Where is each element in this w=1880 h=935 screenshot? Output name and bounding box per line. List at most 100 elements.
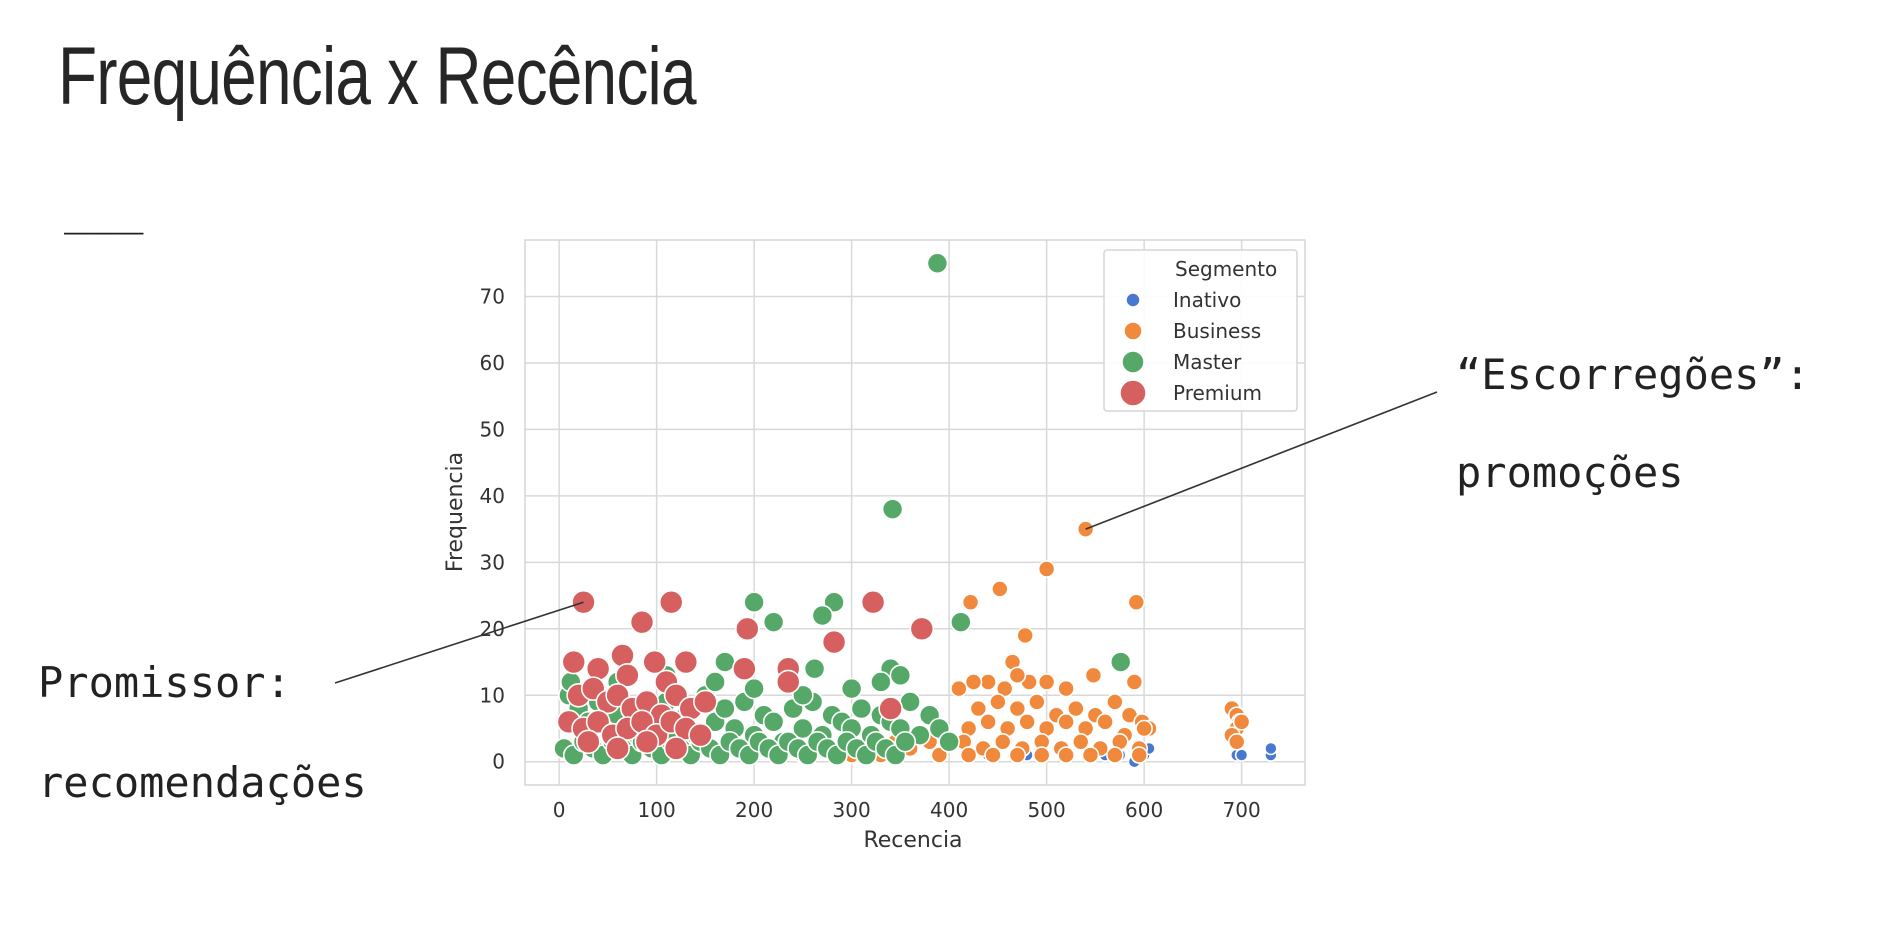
annotation-lines xyxy=(334,391,1438,684)
data-point xyxy=(889,664,912,687)
legend-label: Inativo xyxy=(1173,288,1241,312)
annotation-escorregoes-title: “Escorregões”: xyxy=(1456,350,1811,399)
data-point xyxy=(1057,746,1075,764)
legend-label: Business xyxy=(1173,319,1261,343)
data-point xyxy=(850,697,873,720)
data-point xyxy=(926,252,949,275)
data-point xyxy=(969,699,988,718)
data-point xyxy=(714,651,736,673)
x-tick-label: 200 xyxy=(735,798,773,822)
data-point xyxy=(909,616,935,642)
x-tick-label: 300 xyxy=(833,798,871,822)
y-tick-label: 30 xyxy=(480,550,505,574)
data-point xyxy=(964,673,983,691)
plot-frame xyxy=(524,239,1306,786)
data-point xyxy=(878,696,903,721)
data-point xyxy=(979,713,997,731)
data-point xyxy=(663,736,689,761)
data-point xyxy=(1081,746,1100,764)
data-point xyxy=(870,671,892,693)
data-point xyxy=(1067,699,1085,718)
data-point xyxy=(1071,732,1090,751)
data-point xyxy=(634,729,660,755)
x-tick-label: 400 xyxy=(930,798,968,822)
legend-marker xyxy=(1123,321,1143,341)
series-premium xyxy=(556,589,935,761)
data-point xyxy=(775,669,801,695)
legend-box xyxy=(1103,249,1298,412)
x-tick-label: 0 xyxy=(553,798,566,822)
data-point xyxy=(959,746,978,764)
data-point xyxy=(792,684,814,707)
data-point xyxy=(961,593,980,612)
annotation-pointer-line xyxy=(334,601,584,684)
data-point xyxy=(984,746,1002,764)
data-point xyxy=(673,649,699,675)
data-point xyxy=(938,730,960,753)
y-tick-label: 0 xyxy=(492,750,505,774)
annotation-pointer-line xyxy=(1085,391,1438,530)
data-point xyxy=(1234,748,1249,762)
slide-title: Frequência x Recência xyxy=(58,31,697,122)
data-point xyxy=(1008,699,1027,718)
data-point xyxy=(1227,732,1246,751)
data-point xyxy=(1008,666,1027,685)
data-point xyxy=(1106,746,1124,764)
data-point xyxy=(762,711,785,733)
data-point xyxy=(1016,626,1034,645)
data-point xyxy=(1037,560,1056,578)
data-point xyxy=(734,616,760,642)
data-point xyxy=(1127,593,1146,612)
annotation-promissor-title: Promissor: xyxy=(38,658,291,707)
data-point xyxy=(1125,673,1144,691)
data-point xyxy=(658,589,684,615)
legend-marker xyxy=(1125,292,1141,308)
data-point xyxy=(1084,666,1103,685)
data-point xyxy=(1032,746,1051,764)
data-point xyxy=(704,671,726,693)
annotation-escorregoes-text: promoções xyxy=(1456,448,1684,497)
data-point xyxy=(688,722,713,748)
data-point xyxy=(693,689,718,715)
y-tick-label: 10 xyxy=(480,683,505,707)
data-point xyxy=(899,691,921,713)
data-point xyxy=(762,611,785,633)
data-point xyxy=(1109,651,1132,673)
x-tick-label: 600 xyxy=(1125,798,1163,822)
legend-label: Premium xyxy=(1173,381,1262,405)
data-point xyxy=(1057,679,1075,698)
data-point xyxy=(1106,693,1124,711)
data-point xyxy=(610,643,635,668)
data-point xyxy=(979,673,997,691)
data-point xyxy=(743,677,765,700)
data-point xyxy=(1130,746,1149,764)
series-business xyxy=(774,520,1251,764)
data-point xyxy=(950,611,972,633)
legend-title: Segmento xyxy=(1175,257,1277,281)
annotation-promissor-text: recomendações xyxy=(38,758,367,807)
data-point xyxy=(1057,713,1075,731)
data-point xyxy=(950,679,968,698)
data-point xyxy=(803,657,826,680)
data-point xyxy=(1037,673,1056,691)
data-point xyxy=(642,649,667,675)
legend-marker xyxy=(1121,350,1145,374)
data-point xyxy=(743,591,765,614)
data-point xyxy=(605,736,630,761)
data-point xyxy=(930,746,949,764)
data-point xyxy=(881,498,904,520)
y-tick-label: 70 xyxy=(480,284,505,308)
data-point xyxy=(840,677,863,700)
data-point xyxy=(1135,719,1153,738)
data-point xyxy=(1018,713,1036,731)
data-point xyxy=(561,649,587,675)
x-tick-label: 500 xyxy=(1028,798,1066,822)
data-point xyxy=(811,604,834,627)
data-point xyxy=(991,580,1009,598)
data-point xyxy=(860,589,886,615)
data-point xyxy=(894,730,917,753)
legend-marker xyxy=(1119,379,1147,407)
x-tick-label: 700 xyxy=(1223,798,1261,822)
